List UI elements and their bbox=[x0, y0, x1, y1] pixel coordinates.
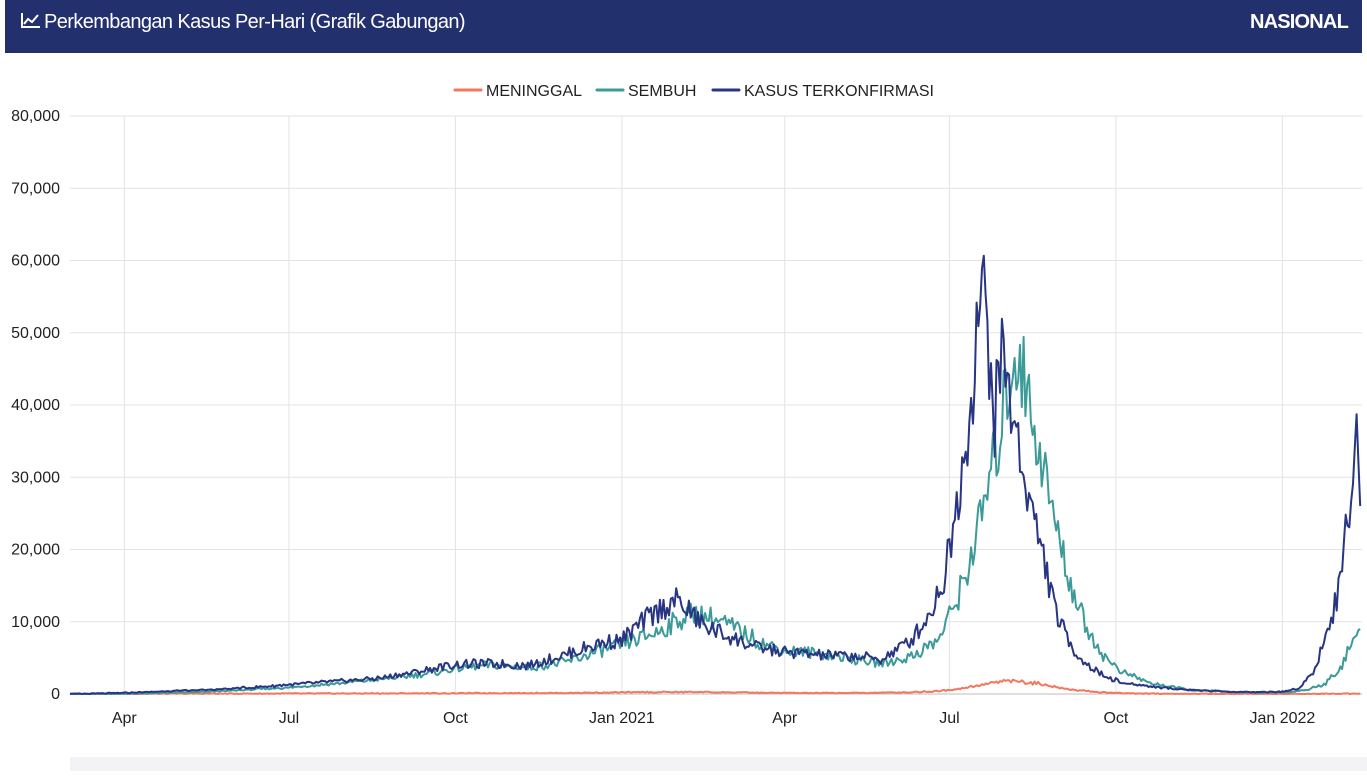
x-tick-label: Apr bbox=[772, 710, 798, 727]
x-tick-label: Jan 2021 bbox=[589, 710, 655, 727]
line-chart-icon bbox=[21, 12, 41, 33]
y-tick-label: 10,000 bbox=[11, 614, 60, 631]
legend-label: KASUS TERKONFIRMASI bbox=[744, 83, 934, 100]
x-tick-label: Oct bbox=[1103, 710, 1128, 727]
x-tick-label: Apr bbox=[112, 710, 138, 727]
x-tick-label: Jul bbox=[279, 710, 299, 727]
header-title-group: Perkembangan Kasus Per-Hari (Grafik Gabu… bbox=[21, 0, 466, 45]
y-tick-label: 20,000 bbox=[11, 542, 60, 559]
y-tick-label: 40,000 bbox=[11, 397, 60, 414]
y-tick-label: 0 bbox=[51, 686, 60, 703]
y-tick-label: 30,000 bbox=[11, 469, 60, 486]
daily-cases-line-chart: 0 10,000 20,000 30,000 40,000 50,000 60,000 70,… bbox=[11, 83, 1362, 727]
chart-header: Perkembangan Kasus Per-Hari (Grafik Gabu… bbox=[5, 0, 1362, 53]
series-line-kasus-terkonfirmasi bbox=[69, 254, 1362, 695]
bottom-strip bbox=[70, 757, 1367, 771]
legend-label: MENINGGAL bbox=[486, 83, 582, 100]
y-tick-label: 50,000 bbox=[11, 325, 60, 342]
y-tick-label: 70,000 bbox=[11, 180, 60, 197]
x-tick-label: Jan 2022 bbox=[1249, 710, 1315, 727]
series-line-meninggal bbox=[69, 678, 1361, 695]
x-tick-label: Oct bbox=[443, 710, 468, 727]
x-tick-label: Jul bbox=[939, 710, 959, 727]
legend-label: SEMBUH bbox=[628, 83, 696, 100]
y-tick-label: 80,000 bbox=[11, 108, 60, 125]
y-tick-label: 60,000 bbox=[11, 253, 60, 270]
region-badge[interactable]: NASIONAL bbox=[1249, 11, 1349, 33]
chart-title: Perkembangan Kasus Per-Hari (Grafik Gabu… bbox=[44, 11, 466, 33]
chart-container: 0 10,000 20,000 30,000 40,000 50,000 60,000 70,… bbox=[0, 53, 1367, 771]
series-line-sembuh bbox=[70, 335, 1361, 695]
